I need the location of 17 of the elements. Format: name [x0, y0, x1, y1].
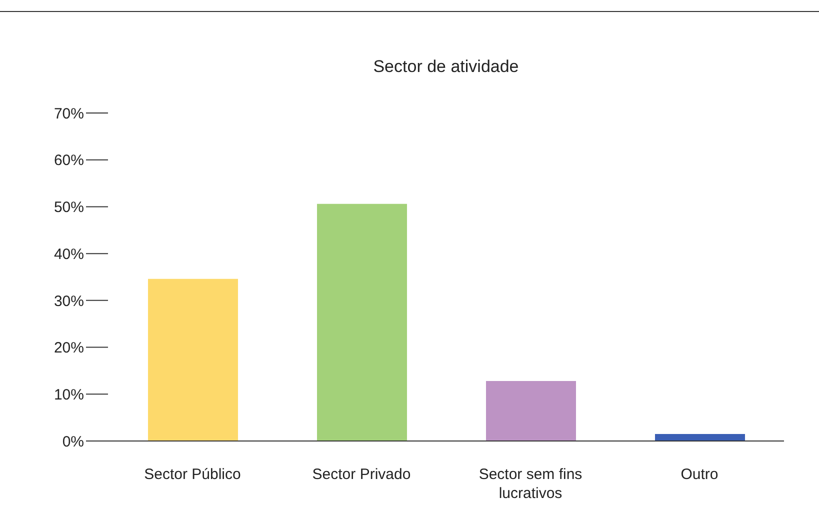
chart-title: Sector de atividade: [372, 57, 520, 77]
y-tick-label: 30%: [54, 292, 84, 310]
y-tick-label: 50%: [54, 199, 84, 216]
x-tick-label: Outro: [680, 466, 718, 483]
bar: [486, 381, 576, 441]
y-tick-label: 70%: [54, 105, 84, 122]
bar: [655, 434, 745, 441]
bar: [317, 204, 407, 441]
x-tick-label: Sector sem fins lucrativos: [478, 466, 582, 502]
bar: [148, 278, 238, 441]
y-tick-label: 20%: [54, 340, 84, 357]
x-tick-label: Sector Privado: [312, 466, 411, 483]
x-tick-label: Sector Público: [144, 466, 241, 483]
y-tick-label: 40%: [54, 246, 84, 263]
y-tick-label: 10%: [54, 386, 84, 404]
y-tick-label: 0%: [62, 433, 84, 450]
y-tick-label: 60%: [54, 152, 84, 170]
